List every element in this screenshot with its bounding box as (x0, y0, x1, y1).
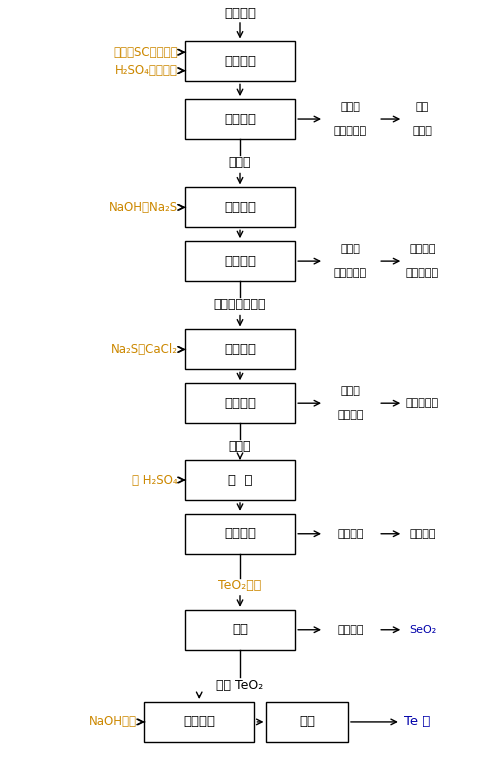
Bar (144, 702, 254, 742)
Text: 净化液: 净化液 (229, 441, 251, 453)
Bar (185, 99, 295, 139)
Text: 碱浸液（碲液）: 碱浸液（碲液） (214, 299, 266, 311)
Text: 碱浸分离: 碱浸分离 (224, 201, 256, 214)
Text: Na₂S、CaCl₂: Na₂S、CaCl₂ (110, 343, 178, 356)
Text: 精制 TeO₂: 精制 TeO₂ (216, 679, 264, 691)
Text: 回收: 回收 (416, 101, 429, 112)
Bar (185, 383, 295, 423)
Text: 铜、银、硒: 铜、银、硒 (406, 268, 439, 279)
Bar (185, 187, 295, 227)
Text: 碱浸渣: 碱浸渣 (340, 243, 360, 254)
Text: （含碲）: （含碲） (337, 410, 364, 421)
Text: 氧化酸浸: 氧化酸浸 (224, 55, 256, 68)
Text: 中和尾液: 中和尾液 (337, 528, 364, 539)
Text: Te 锭: Te 锭 (405, 716, 431, 728)
Text: （脱铜液）: （脱铜液） (334, 126, 367, 137)
Text: 返回碲铜渣: 返回碲铜渣 (406, 398, 439, 409)
Text: 配电解液: 配电解液 (183, 716, 215, 728)
Text: TeO₂沉淀: TeO₂沉淀 (218, 579, 262, 591)
Text: 液固分离: 液固分离 (224, 397, 256, 409)
Text: 氧化剂SC、鼓空气: 氧化剂SC、鼓空气 (113, 46, 178, 58)
Bar (185, 241, 295, 281)
Text: NaOH、Na₂S: NaOH、Na₂S (108, 201, 178, 214)
Text: 除杂渣: 除杂渣 (340, 386, 360, 396)
Text: 液固分离: 液固分离 (224, 113, 256, 125)
Bar (185, 329, 295, 369)
Text: 电积: 电积 (299, 716, 315, 728)
Bar (185, 460, 295, 500)
Text: 液固分离: 液固分离 (224, 528, 256, 540)
Text: （银硒渣）: （银硒渣） (334, 268, 367, 279)
Text: 煅烧: 煅烧 (232, 624, 248, 636)
Text: 酸浸渣: 酸浸渣 (229, 157, 251, 169)
Text: 中  和: 中 和 (228, 474, 252, 486)
Text: NaOH、水: NaOH、水 (89, 716, 137, 728)
Text: 废液排放: 废液排放 (409, 528, 436, 539)
Text: SeO₂: SeO₂ (409, 624, 436, 635)
Text: 精制除杂: 精制除杂 (224, 343, 256, 356)
Text: 返回回收: 返回回收 (409, 243, 436, 254)
Bar (266, 702, 348, 742)
Text: H₂SO₄、抑制剂: H₂SO₄、抑制剂 (115, 65, 178, 77)
Text: 稀 H₂SO₄: 稀 H₂SO₄ (132, 474, 178, 486)
Text: 碲化铜渣: 碲化铜渣 (224, 8, 256, 20)
Text: 脱硒烟气: 脱硒烟气 (337, 624, 364, 635)
Bar (185, 41, 295, 81)
Bar (185, 514, 295, 554)
Bar (185, 610, 295, 650)
Text: 浸出液: 浸出液 (340, 101, 360, 112)
Text: 液固分离: 液固分离 (224, 255, 256, 267)
Text: 硫酸铜: 硫酸铜 (412, 126, 432, 137)
